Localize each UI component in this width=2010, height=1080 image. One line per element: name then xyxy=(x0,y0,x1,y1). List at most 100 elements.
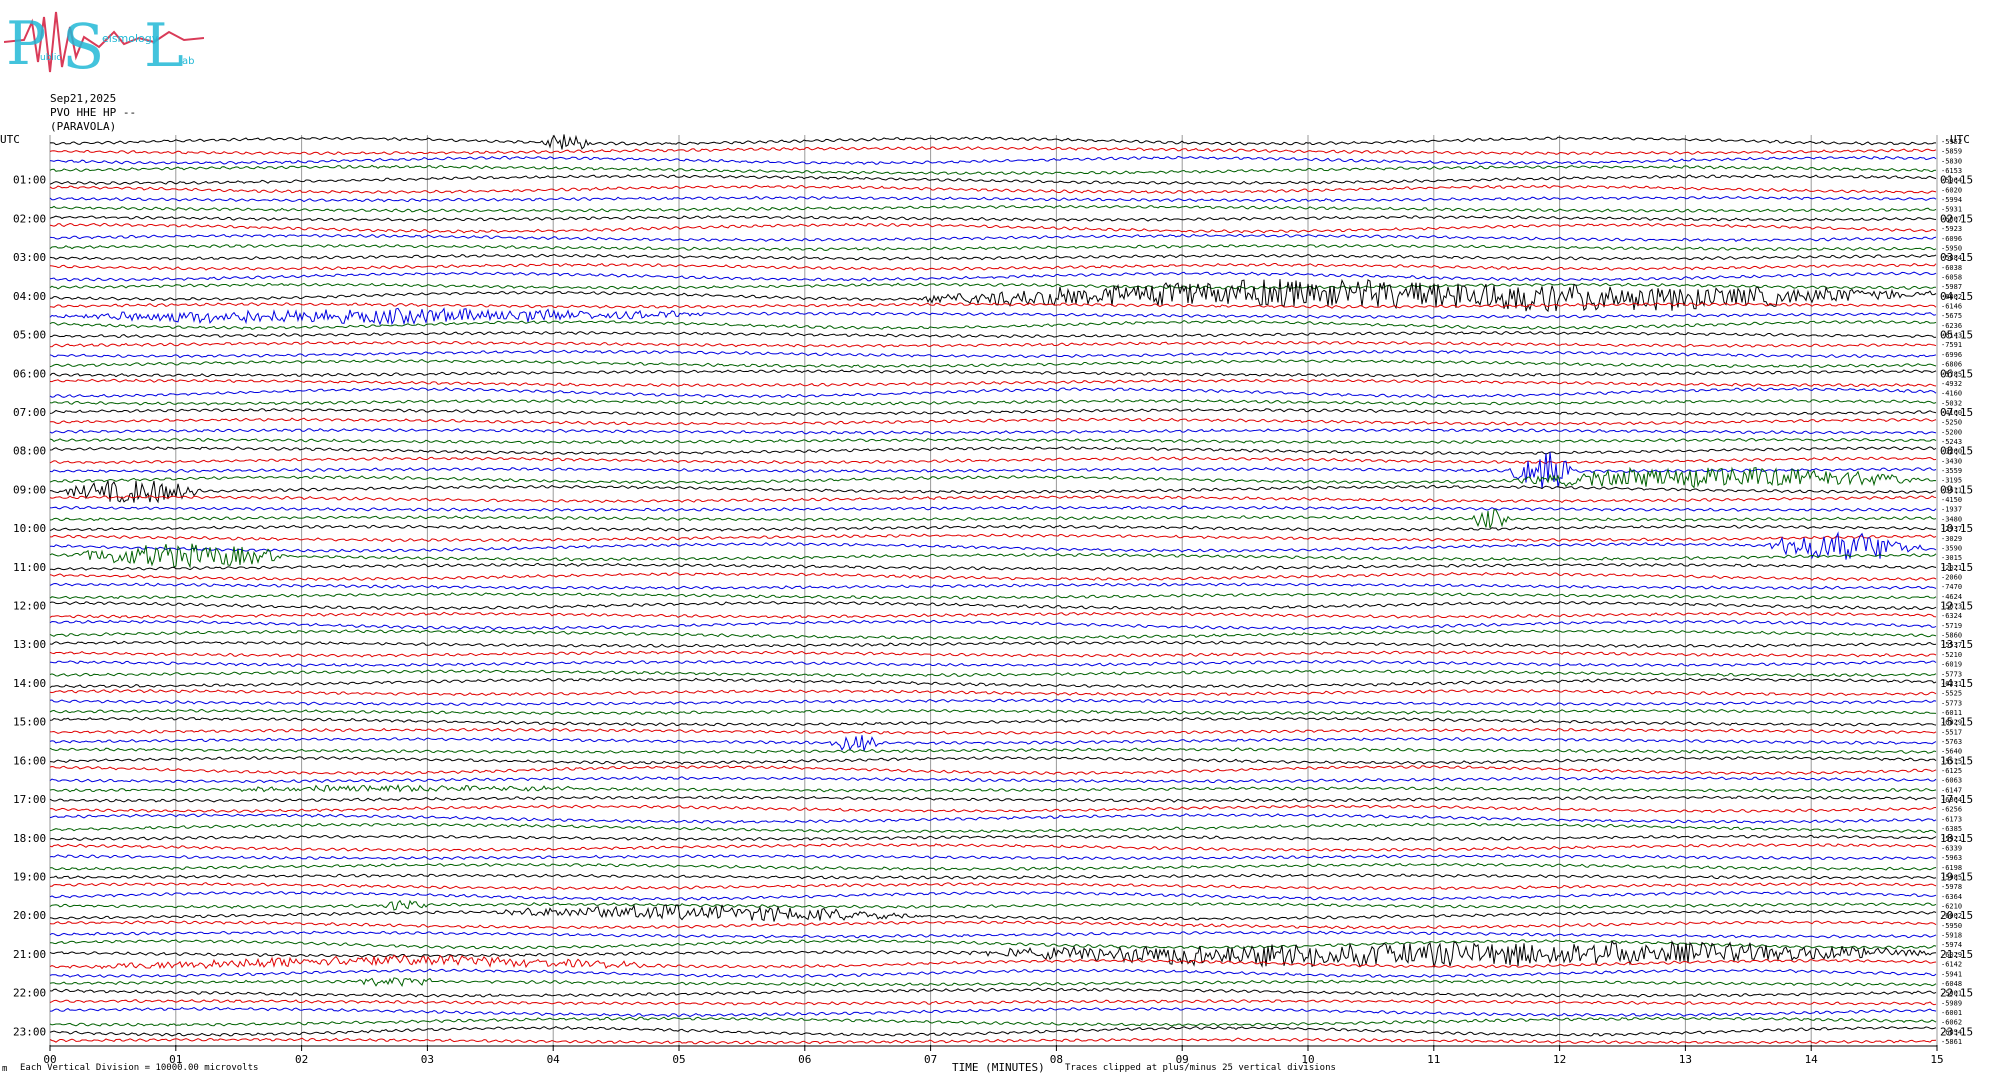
seismic-trace xyxy=(49,399,1937,406)
right-hour-label: 17:15 xyxy=(1940,793,1973,806)
left-hour-label: 20:00 xyxy=(13,909,46,922)
trace-offset-label: -3430 xyxy=(1941,457,1962,465)
corner-mark: m xyxy=(2,1064,8,1074)
seismic-trace xyxy=(49,349,1937,359)
seismic-trace xyxy=(49,271,1937,282)
trace-offset-label: -5963 xyxy=(1941,854,1962,862)
trace-offset-label: -6058 xyxy=(1941,273,1962,281)
trace-offset-label: -6324 xyxy=(1941,612,1962,620)
seismic-trace xyxy=(49,776,1937,784)
x-tick-label: 06 xyxy=(798,1053,811,1066)
seismic-trace xyxy=(49,747,1937,754)
seismic-trace xyxy=(49,930,1937,939)
trace-offset-label: -4160 xyxy=(1941,409,1962,417)
trace-offset-label: -5773 xyxy=(1941,699,1962,707)
trace-offset-label: -6142 xyxy=(1941,961,1962,969)
trace-offset-label: -5989 xyxy=(1941,999,1962,1007)
seismic-trace xyxy=(49,640,1937,648)
seismic-trace xyxy=(49,727,1937,735)
trace-offset-label: -2937 xyxy=(1941,525,1962,533)
trace-offset-label: -4150 xyxy=(1941,496,1962,504)
seismic-trace xyxy=(49,582,1937,590)
trace-offset-label: -6048 xyxy=(1941,980,1962,988)
x-tick-label: 02 xyxy=(295,1053,308,1066)
right-hour-label: 20:15 xyxy=(1940,909,1973,922)
x-tick-label: 03 xyxy=(421,1053,434,1066)
trace-offset-label: -5210 xyxy=(1941,651,1962,659)
trace-offset-label: -6153 xyxy=(1941,167,1962,175)
seismic-trace xyxy=(49,795,1937,803)
seismic-trace xyxy=(49,1037,1937,1045)
left-hour-label: 15:00 xyxy=(13,716,46,729)
trace-offset-label: -5921 xyxy=(1941,835,1962,843)
x-tick-label: 14 xyxy=(1805,1053,1819,1066)
logo-word-eismology: eismology xyxy=(102,32,159,45)
left-hour-label: 21:00 xyxy=(13,948,46,961)
left-hour-label: 08:00 xyxy=(13,445,46,458)
right-hour-label: 16:15 xyxy=(1940,754,1973,767)
trace-offset-label: -5719 xyxy=(1941,622,1962,630)
seismic-trace xyxy=(50,533,1937,543)
trace-offset-label: -6019 xyxy=(1941,661,1962,669)
left-hour-label: 19:00 xyxy=(13,870,46,883)
right-hour-label: 22:15 xyxy=(1940,987,1973,1000)
right-hour-label: 09:15 xyxy=(1940,483,1973,496)
left-hour-label: 07:00 xyxy=(13,406,46,419)
seismic-trace xyxy=(49,495,1937,504)
left-hour-label: 06:00 xyxy=(13,367,46,380)
seismic-trace xyxy=(49,359,1937,369)
trace-offset-label: -3260 xyxy=(1941,448,1962,456)
trace-offset-label: -5763 xyxy=(1941,738,1962,746)
trace-offset-label: -6996 xyxy=(1941,351,1962,359)
left-hour-label: 17:00 xyxy=(13,793,46,806)
seismic-trace xyxy=(49,195,1937,203)
seismic-trace xyxy=(49,146,1937,156)
right-hour-label: 13:15 xyxy=(1940,638,1973,651)
seismic-trace xyxy=(49,977,1937,987)
seismic-trace xyxy=(49,253,1937,261)
right-hour-label: 14:15 xyxy=(1940,677,1973,690)
seismic-trace xyxy=(49,456,1937,465)
seismic-trace xyxy=(49,222,1937,234)
seismic-trace xyxy=(49,340,1937,348)
trace-offset-label: -7470 xyxy=(1941,583,1962,591)
trace-offset-label: -6002 xyxy=(1941,293,1962,301)
seismic-trace xyxy=(49,378,1937,388)
trace-offset-label: -5994 xyxy=(1941,196,1962,204)
trace-offset-label: -2060 xyxy=(1941,573,1962,581)
trace-offset-label: -5950 xyxy=(1941,922,1962,930)
seismic-trace xyxy=(49,1016,1937,1027)
seismic-trace xyxy=(49,134,1936,150)
trace-offset-label: -6236 xyxy=(1941,322,1962,330)
seismic-trace xyxy=(49,659,1937,668)
trace-offset-label: -6256 xyxy=(1941,806,1962,814)
x-tick-label: 15 xyxy=(1930,1053,1943,1066)
seismic-trace xyxy=(49,164,1937,175)
trace-offset-label: -5923 xyxy=(1941,225,1962,233)
seismic-trace xyxy=(49,282,1937,290)
left-hour-label: 09:00 xyxy=(13,483,46,496)
left-hour-label: 01:00 xyxy=(13,174,46,187)
seismic-trace xyxy=(49,451,1937,489)
logo-letter-s: S xyxy=(62,10,104,82)
seismic-trace xyxy=(49,716,1937,727)
x-tick-label: 01 xyxy=(169,1053,182,1066)
seismic-trace xyxy=(49,698,1937,706)
seismic-trace xyxy=(49,1026,1937,1037)
trace-offset-label: -4624 xyxy=(1941,593,1962,601)
seismic-trace xyxy=(49,629,1937,640)
seismic-trace xyxy=(49,524,1937,532)
trace-offset-label: -5941 xyxy=(1941,970,1962,978)
trace-offset-label: -6146 xyxy=(1941,303,1962,311)
trace-offset-label: -5861 xyxy=(1941,1038,1962,1046)
seismic-trace xyxy=(49,592,1937,600)
seismic-trace xyxy=(49,600,1937,611)
trace-offset-label: -6210 xyxy=(1941,903,1962,911)
header-date: Sep21,2025 xyxy=(50,92,117,105)
trace-offset-label: -3195 xyxy=(1941,477,1962,485)
seismic-trace xyxy=(49,813,1937,824)
trace-offset-label: -5032 xyxy=(1941,399,1962,407)
seismic-trace xyxy=(50,939,1937,950)
seismic-trace xyxy=(49,319,1937,330)
seismic-trace xyxy=(49,174,1937,186)
